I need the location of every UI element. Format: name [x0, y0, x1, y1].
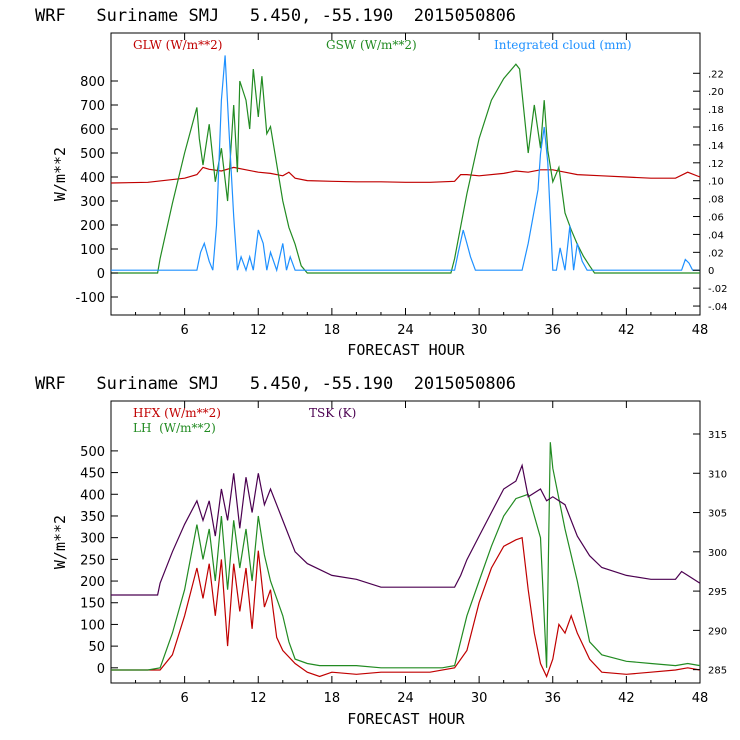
y-tick-label: 450 — [80, 467, 105, 482]
x-tick-label: 48 — [692, 691, 709, 706]
x-tick-label: 18 — [324, 691, 341, 706]
y-tick-label: 800 — [80, 75, 105, 90]
y2-tick-label: 295 — [708, 587, 727, 598]
y2-tick-label: .12 — [708, 159, 724, 170]
series-line-lh — [111, 442, 701, 671]
y-tick-label: 500 — [80, 147, 105, 162]
y-tick-label: 300 — [80, 532, 105, 547]
x-tick-label: 12 — [250, 323, 267, 338]
y2-tick-label: 315 — [708, 430, 727, 441]
x-tick-label: 6 — [180, 323, 188, 338]
legend-glw: GLW (W/m**2) — [133, 38, 222, 52]
y2-tick-label: -.02 — [708, 284, 728, 295]
y2-tick-label: .06 — [708, 213, 724, 224]
legend-lh: LH (W/m**2) — [133, 421, 216, 435]
x-tick-label: 36 — [544, 323, 561, 338]
y2-tick-label: 310 — [708, 469, 727, 480]
x-tick-label: 42 — [618, 323, 635, 338]
plot-lines — [110, 55, 701, 274]
legend-integrated-cloud: Integrated cloud (mm) — [494, 38, 632, 52]
y2-tick-label: .10 — [708, 177, 724, 188]
series-line-hfx — [111, 536, 701, 679]
y-tick-label: 0 — [97, 267, 105, 282]
axis-ticks: 6 12 18 24 30 36 42 48 -100 0 100 200 300 400 500 600 70… — [75, 33, 728, 338]
x-tick-label: 30 — [471, 691, 488, 706]
legend-hfx: HFX (W/m**2) — [133, 406, 221, 420]
y-tick-label: 400 — [80, 488, 105, 503]
y2-tick-label: .04 — [708, 230, 724, 241]
y-tick-label: 400 — [80, 171, 105, 186]
y2-tick-label: 290 — [708, 626, 727, 637]
y2-tick-label: 285 — [708, 666, 727, 677]
y2-tick-label: .08 — [708, 195, 724, 206]
chart-panel-top: WRF Suriname SMJ 5.450, -55.190 20150508… — [35, 6, 728, 359]
x-tick-label: 30 — [471, 323, 488, 338]
y2-tick-label: .22 — [708, 69, 724, 80]
y-tick-label: 600 — [80, 123, 105, 138]
y-tick-label: 0 — [97, 662, 105, 677]
series-line-tsk — [111, 463, 701, 596]
x-axis-label: FORECAST HOUR — [347, 341, 465, 359]
y2-tick-label: 300 — [708, 548, 727, 559]
y-tick-label: 150 — [80, 597, 105, 612]
y-axis-label: W/m**2 — [51, 515, 69, 569]
y-tick-label: 250 — [80, 553, 105, 568]
y-tick-label: 200 — [80, 575, 105, 590]
chart-title: WRF Suriname SMJ 5.450, -55.190 20150508… — [35, 374, 516, 394]
series-line-glw — [110, 166, 701, 184]
legend-gsw: GSW (W/m**2) — [326, 38, 417, 52]
y-tick-label: -100 — [75, 291, 105, 306]
y-tick-label: 300 — [80, 195, 105, 210]
y2-tick-label: -.04 — [708, 302, 728, 313]
legend-tsk: TSK (K) — [309, 406, 356, 420]
y2-tick-label: .14 — [708, 141, 724, 152]
y-tick-label: 100 — [80, 618, 105, 633]
y2-tick-label: 0 — [708, 266, 714, 277]
y-tick-label: 50 — [88, 640, 105, 655]
x-tick-label: 18 — [324, 323, 341, 338]
y2-tick-label: .16 — [708, 123, 724, 134]
x-tick-label: 42 — [618, 691, 635, 706]
axis-ticks: 6 12 18 24 30 36 42 48 0 50 100 150 200 250 300 350 400 4… — [80, 401, 727, 706]
x-tick-label: 6 — [180, 691, 188, 706]
x-axis-label: FORECAST HOUR — [347, 710, 465, 728]
series-line-gsw — [111, 63, 700, 274]
y2-tick-label: .20 — [708, 87, 724, 98]
y-tick-label: 200 — [80, 219, 105, 234]
chart-panel-bottom: WRF Suriname SMJ 5.450, -55.190 20150508… — [35, 374, 727, 728]
y-tick-label: 700 — [80, 99, 105, 114]
chart-title: WRF Suriname SMJ 5.450, -55.190 20150508… — [35, 6, 516, 26]
y-axis-label: W/m**2 — [51, 147, 69, 201]
x-tick-label: 24 — [397, 691, 414, 706]
y-tick-label: 100 — [80, 243, 105, 258]
y-tick-label: 350 — [80, 510, 105, 525]
y-tick-label: 500 — [80, 445, 105, 460]
x-tick-label: 36 — [544, 691, 561, 706]
x-tick-label: 24 — [397, 323, 414, 338]
y2-tick-label: .02 — [708, 248, 724, 259]
series-line-integrated — [111, 55, 700, 273]
plot-lines — [111, 442, 701, 679]
x-tick-label: 48 — [692, 323, 709, 338]
y2-tick-label: .18 — [708, 105, 724, 116]
y2-tick-label: 305 — [708, 509, 727, 520]
x-tick-label: 12 — [250, 691, 267, 706]
